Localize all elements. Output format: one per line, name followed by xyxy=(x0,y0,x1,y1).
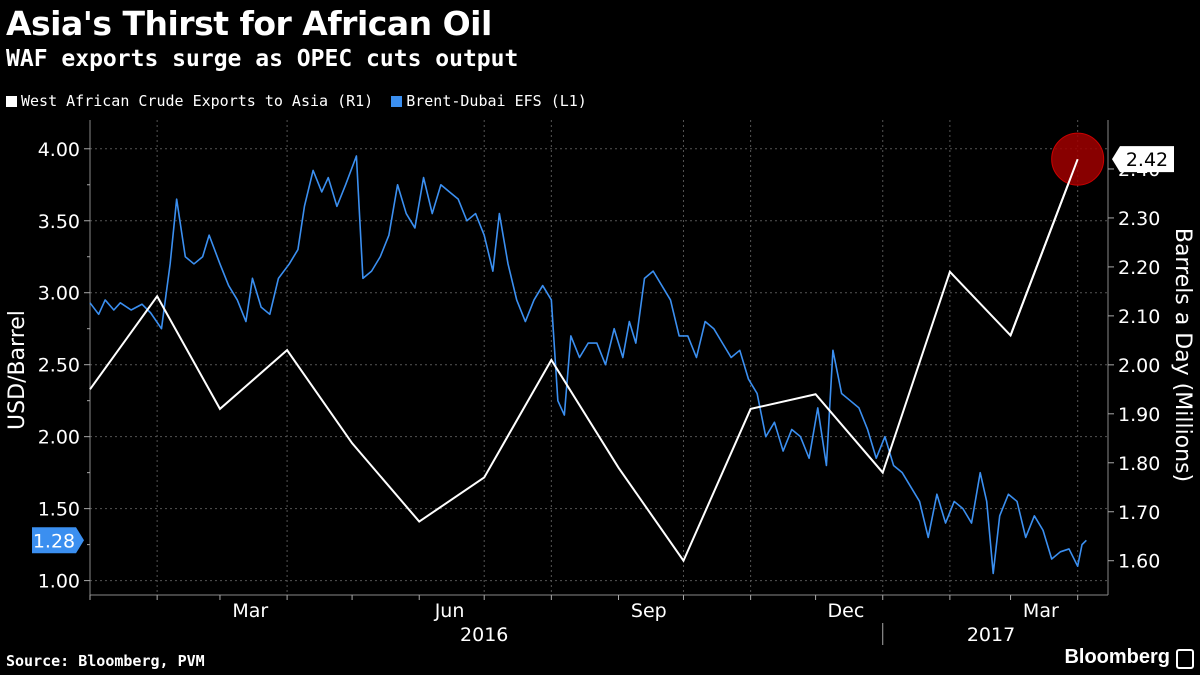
series-layer: 2.42 1.28 xyxy=(32,132,1174,575)
chart-title: Asia's Thirst for African Oil xyxy=(6,4,492,43)
y-tick-label-right: 2.30 xyxy=(1118,208,1160,230)
grid xyxy=(90,120,1108,595)
x-tick-label-month: Sep xyxy=(631,600,667,622)
last-value-label-left: 1.28 xyxy=(33,530,75,552)
chart-subtitle: WAF exports surge as OPEC cuts output xyxy=(6,46,519,72)
y-tick-label-left: 4.00 xyxy=(38,139,80,161)
axis-labels: USD/Barrel Barrels a Day (Millions) xyxy=(5,228,1195,482)
series-line-waf-exports xyxy=(89,158,1079,563)
bloomberg-icon xyxy=(1176,649,1194,669)
y-axis-label-right: Barrels a Day (Millions) xyxy=(1170,228,1195,482)
y-tick-label-left: 1.50 xyxy=(38,499,80,521)
x-tick-label-year: 2017 xyxy=(967,624,1015,646)
last-value-tag-left xyxy=(32,527,84,554)
x-tick-label-month: Jun xyxy=(434,600,465,622)
legend-item-white: West African Crude Exports to Asia (R1) xyxy=(6,92,373,110)
y-tick-label-right: 1.60 xyxy=(1118,551,1160,573)
series-line-brent-dubai xyxy=(89,155,1087,575)
source-note: Source: Bloomberg, PVM xyxy=(6,652,205,670)
last-value-label-right: 2.42 xyxy=(1126,149,1168,171)
legend-swatch-blue xyxy=(391,95,403,107)
legend-label-blue: Brent-Dubai EFS (L1) xyxy=(406,92,587,110)
legend-swatch-white xyxy=(6,95,17,107)
y-tick-label-right: 2.00 xyxy=(1118,355,1160,377)
x-tick-label-month: Dec xyxy=(828,600,865,622)
y-tick-label-left: 1.00 xyxy=(38,571,80,593)
y-tick-label-right: 1.80 xyxy=(1118,453,1160,475)
x-tick-label-year: 2016 xyxy=(460,624,508,646)
last-value-tag-right xyxy=(1112,146,1174,173)
x-tick-label-month: Mar xyxy=(1023,600,1059,622)
y-tick-label-right: 1.90 xyxy=(1118,404,1160,426)
axes: 1.00 1.50 2.00 2.50 3.00 3.50 4.00 1.60 1.70 1.80… xyxy=(38,120,1160,646)
y-tick-label-left: 3.00 xyxy=(38,283,80,305)
y-tick-label-left: 3.50 xyxy=(38,211,80,233)
y-tick-label-right: 1.70 xyxy=(1118,502,1160,524)
series-line-waf-exports-last xyxy=(1009,158,1079,336)
x-tick-label-month: Mar xyxy=(232,600,268,622)
legend: West African Crude Exports to Asia (R1) … xyxy=(6,92,587,110)
legend-label-white: West African Crude Exports to Asia (R1) xyxy=(21,92,374,110)
y-tick-label-left: 2.50 xyxy=(38,355,80,377)
legend-item-blue: Brent-Dubai EFS (L1) xyxy=(391,92,587,110)
y-axis-label-left: USD/Barrel xyxy=(5,310,30,430)
y-tick-label-right: 2.10 xyxy=(1118,306,1160,328)
y-tick-label-right: 2.20 xyxy=(1118,257,1160,279)
y-tick-label-left: 2.00 xyxy=(38,427,80,449)
brand-logo: Bloomberg xyxy=(1064,646,1170,668)
